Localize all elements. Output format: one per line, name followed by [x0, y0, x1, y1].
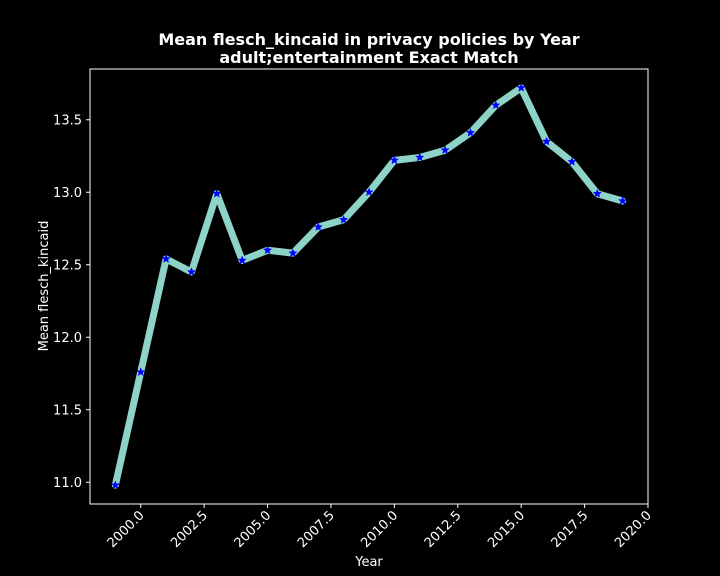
data-point-marker	[212, 188, 222, 198]
data-point-marker	[541, 136, 552, 146]
chart-title: Mean flesch_kincaid in privacy policies …	[158, 30, 579, 49]
data-point-marker	[161, 254, 171, 263]
data-point-marker	[262, 245, 273, 255]
data-point-marker	[110, 480, 121, 490]
data-point-marker	[617, 196, 628, 205]
y-axis-label: Mean flesch_kincaid	[37, 221, 52, 352]
data-point-marker	[136, 367, 146, 377]
data-point-marker	[288, 248, 298, 258]
plot-area-frame	[89, 68, 649, 505]
data-point-marker	[186, 267, 197, 276]
y-tick-label: 13.0	[53, 186, 82, 201]
y-tick-label: 12.5	[53, 258, 82, 273]
data-point-marker	[440, 145, 450, 155]
data-point-marker	[389, 155, 400, 165]
data-point-marker	[364, 187, 374, 197]
data-point-marker	[567, 156, 577, 166]
data-point-marker	[313, 222, 323, 232]
data-point-marker	[491, 100, 501, 110]
data-point-marker	[415, 152, 425, 162]
data-markers	[110, 82, 628, 490]
data-point-marker	[516, 82, 526, 92]
x-axis-label: Year	[354, 555, 383, 570]
y-axis: 11.0 11.5 12.0 12.5 13.0 13.5	[53, 113, 90, 491]
y-tick-label: 13.5	[53, 113, 82, 128]
y-tick-label: 12.0	[53, 331, 82, 346]
data-point-marker	[465, 127, 476, 137]
y-tick-label: 11.0	[53, 476, 82, 491]
data-point-marker	[338, 214, 349, 224]
data-point-marker	[592, 188, 602, 198]
y-tick-label: 11.5	[53, 403, 82, 418]
data-point-marker	[237, 255, 247, 265]
chart-subtitle: adult;entertainment Exact Match	[219, 48, 518, 67]
